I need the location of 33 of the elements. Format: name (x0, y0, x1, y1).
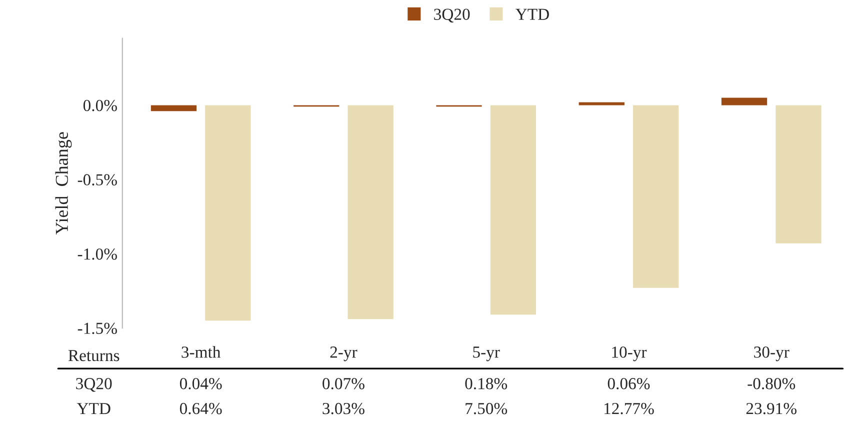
text: 0.64% (180, 402, 222, 414)
bar (150, 105, 197, 112)
x-tick-label: 10-yr (612, 346, 647, 362)
bar (721, 98, 768, 106)
bar (490, 105, 536, 315)
text: 0.18% (465, 378, 508, 390)
y-tick-label: -0.5% (78, 174, 117, 186)
text: Returns (68, 350, 120, 362)
text: 0.06% (608, 378, 650, 390)
bar (205, 105, 251, 321)
y-tick-label: -1.5% (78, 322, 117, 334)
bar (633, 105, 679, 288)
text: 3.03% (322, 402, 364, 414)
text: -0.80% (748, 378, 796, 390)
x-tick-label: 3-mth (182, 346, 221, 358)
bar (776, 105, 822, 244)
y-tick-label: 0.0% (83, 100, 117, 112)
text: 3Q20 (76, 378, 112, 392)
bar (348, 105, 394, 320)
y-axis-title: Yield Change (55, 132, 72, 235)
legend-label: YTD (516, 8, 549, 20)
legend-label: 3Q20 (434, 8, 470, 22)
y-tick-label: -1.0% (78, 248, 117, 260)
x-tick-label: 30-yr (754, 346, 790, 362)
text: 23.91% (746, 402, 796, 414)
text: YTD (76, 403, 110, 414)
x-tick-label: 2-yr (330, 346, 358, 362)
text: 7.50% (466, 402, 508, 414)
text: 0.07% (322, 378, 364, 390)
x-tick-label: 5-yr (473, 346, 500, 362)
text: 12.77% (604, 402, 654, 414)
bar (578, 102, 624, 106)
text: 0.04% (180, 378, 222, 390)
